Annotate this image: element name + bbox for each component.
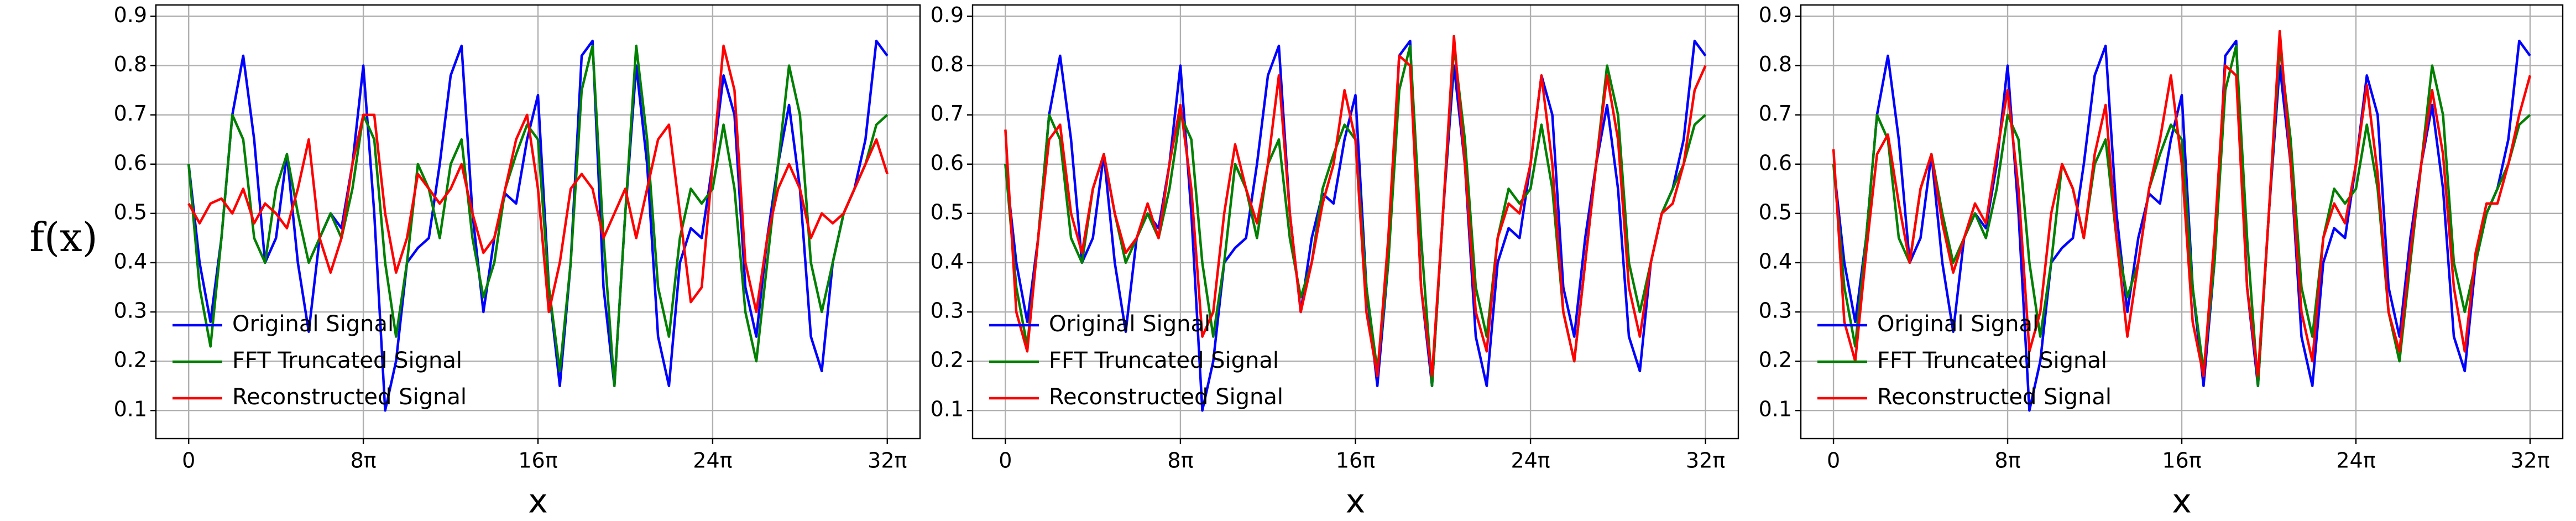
y-tick-label: 0.1 bbox=[931, 397, 964, 421]
y-tick-label: 0.5 bbox=[1759, 200, 1792, 224]
y-tick-label: 0.4 bbox=[1759, 249, 1792, 273]
y-tick-label: 0.4 bbox=[931, 249, 964, 273]
y-tick-label: 0.8 bbox=[114, 52, 147, 76]
x-tick-label: 32π bbox=[868, 449, 907, 473]
x-tick-label: 16π bbox=[2162, 449, 2201, 473]
plot-frame bbox=[155, 4, 921, 440]
legend-label: FFT Truncated Signal bbox=[1049, 348, 1279, 373]
y-tick-label: 0.2 bbox=[1759, 348, 1792, 372]
y-tick-label: 0.8 bbox=[1759, 52, 1792, 76]
y-tick-label: 0.2 bbox=[931, 348, 964, 372]
y-tick-label: 0.6 bbox=[931, 150, 964, 175]
y-tick-label: 0.3 bbox=[114, 299, 147, 323]
y-tick-label: 0.6 bbox=[114, 150, 147, 175]
x-tick-label: 0 bbox=[182, 449, 195, 473]
series-line bbox=[187, 44, 889, 314]
y-tick-label: 0.8 bbox=[931, 52, 964, 76]
y-tick-label: 0.5 bbox=[114, 200, 147, 224]
legend-label: FFT Truncated Signal bbox=[232, 348, 462, 373]
x-axis-label: x bbox=[528, 482, 548, 521]
x-tick-label: 16π bbox=[518, 449, 557, 473]
series-line bbox=[187, 44, 889, 387]
x-tick-label: 8π bbox=[351, 449, 377, 473]
y-tick-label: 0.1 bbox=[114, 397, 147, 421]
y-tick-label: 0.6 bbox=[1759, 150, 1792, 175]
y-tick-label: 0.7 bbox=[931, 101, 964, 126]
y-tick-label: 0.7 bbox=[1759, 101, 1792, 126]
x-axis-label: x bbox=[2172, 482, 2192, 521]
series-line bbox=[1832, 29, 2532, 378]
series-line bbox=[187, 39, 889, 412]
x-tick-label: 32π bbox=[2510, 449, 2549, 473]
y-tick-label: 0.5 bbox=[931, 200, 964, 224]
y-tick-label: 0.3 bbox=[1759, 299, 1792, 323]
legend-label: Original Signal bbox=[1877, 311, 2039, 337]
y-tick-label: 0.1 bbox=[1759, 397, 1792, 421]
series-line bbox=[1004, 34, 1707, 378]
plot-frame bbox=[1800, 4, 2564, 440]
legend-label: Reconstructed Signal bbox=[1049, 384, 1283, 410]
x-tick-label: 32π bbox=[1686, 449, 1725, 473]
legend-label: Reconstructed Signal bbox=[232, 384, 467, 410]
y-tick-label: 0.2 bbox=[114, 348, 147, 372]
y-tick-label: 0.3 bbox=[931, 299, 964, 323]
y-axis-label: f(x) bbox=[29, 214, 97, 260]
y-tick-label: 0.9 bbox=[931, 3, 964, 27]
legend-label: FFT Truncated Signal bbox=[1877, 348, 2107, 373]
x-tick-label: 0 bbox=[999, 449, 1012, 473]
y-tick-label: 0.7 bbox=[114, 101, 147, 126]
x-tick-label: 24π bbox=[2336, 449, 2375, 473]
x-tick-label: 24π bbox=[693, 449, 732, 473]
legend-label: Original Signal bbox=[232, 311, 394, 337]
x-tick-label: 0 bbox=[1827, 449, 1840, 473]
x-tick-label: 16π bbox=[1336, 449, 1375, 473]
y-tick-label: 0.9 bbox=[114, 3, 147, 27]
x-tick-label: 24π bbox=[1511, 449, 1550, 473]
plot-frame bbox=[971, 4, 1739, 440]
x-axis-label: x bbox=[1346, 482, 1366, 521]
legend-label: Reconstructed Signal bbox=[1877, 384, 2112, 410]
series-line bbox=[1004, 39, 1707, 412]
y-tick-label: 0.9 bbox=[1759, 3, 1792, 27]
legend-label: Original Signal bbox=[1049, 311, 1210, 337]
x-tick-label: 8π bbox=[1167, 449, 1193, 473]
x-tick-label: 8π bbox=[1994, 449, 2020, 473]
y-tick-label: 0.4 bbox=[114, 249, 147, 273]
